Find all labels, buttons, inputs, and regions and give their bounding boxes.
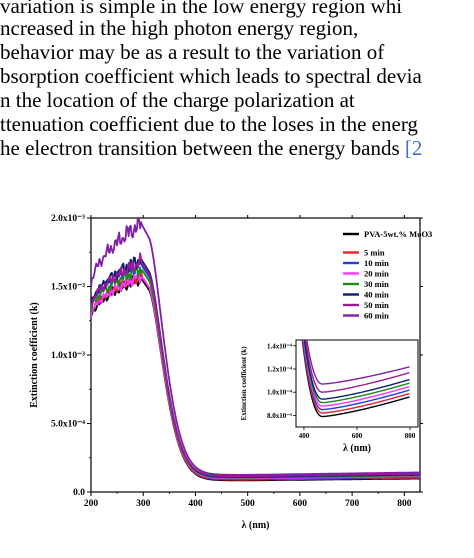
x-tick-label: 800: [397, 499, 412, 509]
legend-label-5: 40 min: [364, 290, 389, 300]
inset-y-tick-label: 1.2x10⁻⁴: [267, 366, 293, 374]
y-tick-label: 5.0x10⁻⁴: [51, 420, 85, 430]
series-line-6: [91, 252, 420, 478]
legend-label-7: 60 min: [364, 311, 389, 321]
legend-label-4: 30 min: [364, 279, 389, 289]
x-tick-label: 400: [188, 499, 203, 509]
inset-y-tick-label: 1.0x10⁻⁴: [267, 389, 293, 397]
inset-series-group: [301, 340, 410, 418]
text-line-1: variation is simple in the low energy re…: [0, 0, 403, 18]
inset-series-line-0: [301, 340, 410, 418]
legend-label-2: 10 min: [364, 258, 389, 268]
inset-x-tick-label: 800: [405, 432, 416, 440]
series-group: [91, 218, 420, 482]
text-line-7: he electron transition between the energ…: [0, 136, 423, 160]
x-tick-label: 600: [293, 499, 308, 509]
y-tick-label: 1.0x10⁻³: [51, 351, 85, 361]
legend-label-1: 5 min: [364, 248, 385, 258]
y-tick-label: 1.5x10⁻³: [51, 283, 85, 293]
text-line-4: bsorption coefficient which leads to spe…: [0, 64, 422, 88]
y-tick-label: 2.0x10⁻³: [51, 214, 85, 224]
inset-x-tick-label: 600: [352, 432, 363, 440]
series-line-7: [91, 218, 420, 476]
inset-series-line-4: [303, 340, 410, 404]
inset-x-tick-label: 400: [299, 432, 310, 440]
y-tick-label: 0.0: [73, 488, 85, 498]
inset-series-line-1: [302, 340, 410, 414]
x-tick-label: 200: [84, 499, 99, 509]
inset-y-tick-label: 1.4x10⁻⁴: [267, 342, 293, 350]
inset-y-title: Extinction coefficient (k): [240, 346, 248, 421]
inset-series-line-7: [306, 340, 410, 385]
inset-series-line-2: [302, 340, 410, 411]
inset-series-line-5: [303, 340, 410, 400]
text-line-6: ttenuation coefficient due to the loses …: [0, 112, 418, 136]
legend-label-0: PVA-5wt.% MoO3: [364, 229, 432, 239]
inset-y-tick-label: 8.0x10⁻⁵: [267, 412, 292, 420]
x-axis-title: λ (nm): [242, 520, 270, 531]
legend-label-3: 20 min: [364, 269, 389, 279]
x-tick-label: 300: [136, 499, 151, 509]
text-line-3: behavior may be as a result to the varia…: [0, 40, 385, 64]
inset-series-line-3: [302, 340, 410, 407]
y-axis-title: Extinction coefficient (k): [29, 302, 40, 408]
text-line-2: ncreased in the high photon energy regio…: [0, 16, 359, 40]
x-tick-label: 500: [241, 499, 256, 509]
legend-label-6: 50 min: [364, 300, 389, 310]
text-line-5: n the location of the charge polarizatio…: [0, 88, 355, 112]
citation-link[interactable]: [2: [404, 136, 423, 160]
x-tick-label: 700: [345, 499, 360, 509]
inset-series-line-6: [304, 340, 410, 393]
inset-x-title: λ (nm): [343, 443, 371, 454]
